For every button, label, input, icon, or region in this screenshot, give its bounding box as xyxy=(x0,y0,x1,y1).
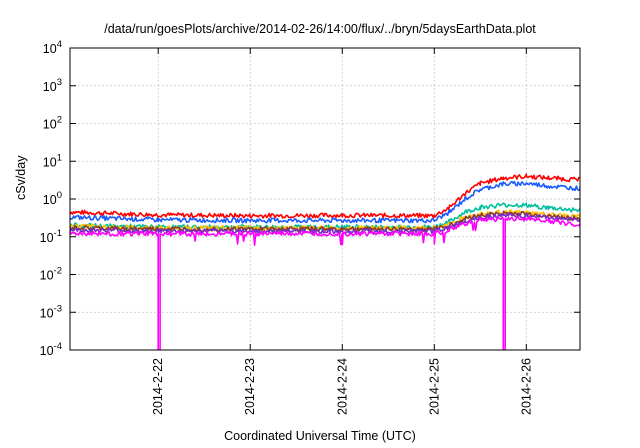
y-tick-label: 103 xyxy=(43,77,62,94)
series-line xyxy=(70,202,580,231)
y-tick-label: 10-2 xyxy=(40,266,62,283)
y-tick-label: 10-4 xyxy=(40,341,62,358)
series-line xyxy=(70,216,580,350)
chart-title: /data/run/goesPlots/archive/2014-02-26/1… xyxy=(104,22,536,36)
y-tick-label: 102 xyxy=(43,115,62,132)
y-tick-label: 10-1 xyxy=(40,228,62,245)
series-line xyxy=(70,210,580,233)
y-tick-label: 104 xyxy=(43,39,62,56)
series-line xyxy=(70,180,580,224)
series-line xyxy=(70,173,580,219)
x-tick-label: 2014-2-25 xyxy=(427,358,441,415)
x-tick-label: 2014-2-24 xyxy=(335,358,349,415)
x-tick-label: 2014-2-26 xyxy=(519,358,533,415)
x-tick-label: 2014-2-22 xyxy=(151,358,165,415)
x-tick-label: 2014-2-23 xyxy=(243,358,257,415)
y-tick-label: 10-3 xyxy=(40,303,62,320)
plot-frame xyxy=(69,47,581,351)
y-tick-label: 101 xyxy=(43,152,62,169)
y-axis-label: cSv/day xyxy=(13,155,28,200)
y-tick-label: 100 xyxy=(43,190,62,207)
x-axis-label: Coordinated Universal Time (UTC) xyxy=(224,429,416,443)
